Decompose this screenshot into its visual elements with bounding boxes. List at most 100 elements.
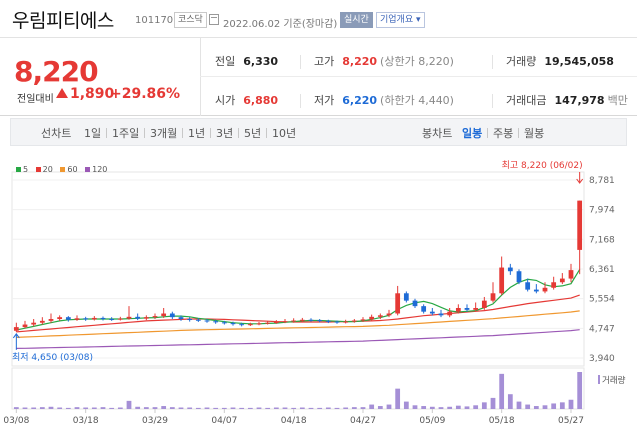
volume-bar: [39, 407, 45, 409]
period-5y[interactable]: 5년: [244, 127, 262, 140]
period-3y[interactable]: 3년: [216, 127, 234, 140]
volume-bar: [161, 406, 167, 409]
prev-close: 전일 6,330: [215, 53, 278, 69]
low-value: 6,220: [342, 94, 378, 107]
volume-bar: [455, 405, 461, 409]
prev-close-label: 전일: [215, 55, 236, 68]
amount-value: 147,978: [554, 94, 605, 107]
volume-bar: [213, 407, 219, 409]
volume-bar: [152, 407, 158, 409]
y-tick-label: 7,974: [589, 206, 615, 216]
divider: [210, 128, 211, 138]
volume-bar: [256, 407, 262, 409]
candle-body: [386, 313, 392, 316]
candle-body: [559, 278, 565, 283]
up-arrow-icon: [56, 88, 68, 98]
realtime-button[interactable]: 실시간: [340, 12, 373, 28]
divider: [300, 55, 301, 69]
period-1y[interactable]: 1년: [188, 127, 206, 140]
divider: [518, 128, 519, 138]
upper-limit: (상한가 8,220): [380, 55, 454, 68]
x-tick-label: 05/09: [419, 416, 445, 426]
y-tick-label: 5,554: [589, 295, 615, 305]
candle-weekly[interactable]: 주봉: [493, 127, 514, 140]
volume-bar: [117, 407, 123, 409]
volume-bar: [490, 397, 496, 409]
candle-body: [13, 327, 19, 331]
ma60-line: [16, 310, 580, 338]
candle-body: [31, 322, 37, 325]
candle-body: [421, 306, 427, 312]
volume-bar: [83, 407, 89, 409]
period-1w[interactable]: 1주일: [112, 127, 140, 140]
candle-body: [74, 318, 80, 320]
period-10y[interactable]: 10년: [272, 127, 297, 140]
volume-bar: [239, 407, 245, 409]
volume-bar: [100, 407, 106, 409]
candle-body: [247, 324, 253, 326]
candle-body: [455, 307, 461, 312]
volume-bar: [507, 394, 513, 409]
divider: [106, 128, 107, 138]
candle-body: [516, 271, 522, 283]
volume-bar: [299, 407, 305, 409]
volume-bar: [74, 407, 80, 409]
high-value: 8,220: [342, 55, 378, 68]
low-price: 저가 6,220 (하한가 4,440): [314, 92, 454, 108]
candle-body: [481, 300, 487, 308]
period-3m[interactable]: 3개월: [150, 127, 178, 140]
ma120-line: [16, 329, 580, 349]
volume-value: 19,545,058: [544, 55, 614, 68]
divider: [266, 128, 267, 138]
candle-daily[interactable]: 일봉: [462, 127, 483, 140]
change-amount: 1,890: [70, 86, 115, 102]
candle-body: [507, 267, 513, 272]
candle-monthly[interactable]: 월봉: [524, 127, 545, 140]
low-label: 저가: [314, 94, 335, 107]
volume-bar: [351, 407, 357, 409]
volume-bar: [525, 404, 531, 409]
candle-body: [143, 317, 149, 319]
candle-body: [533, 289, 539, 292]
legend-ma5-label: 5: [23, 165, 29, 174]
candle-body: [273, 321, 279, 323]
candle-chart-label: 봉차트: [422, 127, 453, 140]
change-percent: +29.86%: [110, 86, 181, 102]
ma20-line: [16, 294, 580, 333]
open-label: 시가: [215, 94, 236, 107]
volume-bar: [568, 399, 574, 409]
volume-bar: [334, 407, 340, 409]
candle-body: [178, 317, 184, 320]
trade-amount: 거래대금 147,978 백만: [506, 92, 628, 108]
volume-bar: [91, 407, 97, 409]
candle-body: [221, 322, 227, 324]
open-price: 시가 6,880: [215, 92, 278, 108]
candle-body: [83, 318, 89, 320]
company-info-button[interactable]: 기업개요 ▾: [376, 12, 425, 28]
x-tick-label: 05/18: [489, 416, 515, 426]
volume-label: 거래량: [602, 375, 626, 386]
volume-bar: [204, 407, 210, 409]
legend-ma20-label: 20: [42, 165, 53, 174]
candle-body: [403, 293, 409, 301]
chart-toolbar: 선차트 1일 1주일 3개월 1년 3년 5년 10년 봉차트 일봉 주봉 월봉: [10, 118, 627, 146]
candlestick-chart[interactable]: 8,781 7,974 7,168 6,361 5,554 4,747 3,940 03/08…: [0, 146, 637, 433]
volume-bar: [22, 407, 28, 409]
y-tick-label: 6,361: [589, 265, 615, 275]
period-1d[interactable]: 1일: [84, 127, 102, 140]
amount-label: 거래대금: [506, 94, 547, 107]
candle-body: [325, 320, 331, 322]
candle-body: [334, 321, 340, 323]
candle-body: [525, 282, 531, 290]
candle-body: [22, 324, 28, 328]
candle-body: [169, 313, 175, 318]
volume-bar: [464, 406, 470, 409]
candle-body: [473, 307, 479, 310]
candle-body: [152, 316, 158, 318]
volume-bar: [343, 407, 349, 409]
divider: [200, 76, 637, 77]
volume-bar: [377, 406, 383, 409]
volume-bar: [291, 407, 297, 409]
price-chart: 5 20 60 120 8,781 7,974 7,168 6,361 5,554 4,7…: [0, 146, 637, 433]
divider: [487, 128, 488, 138]
